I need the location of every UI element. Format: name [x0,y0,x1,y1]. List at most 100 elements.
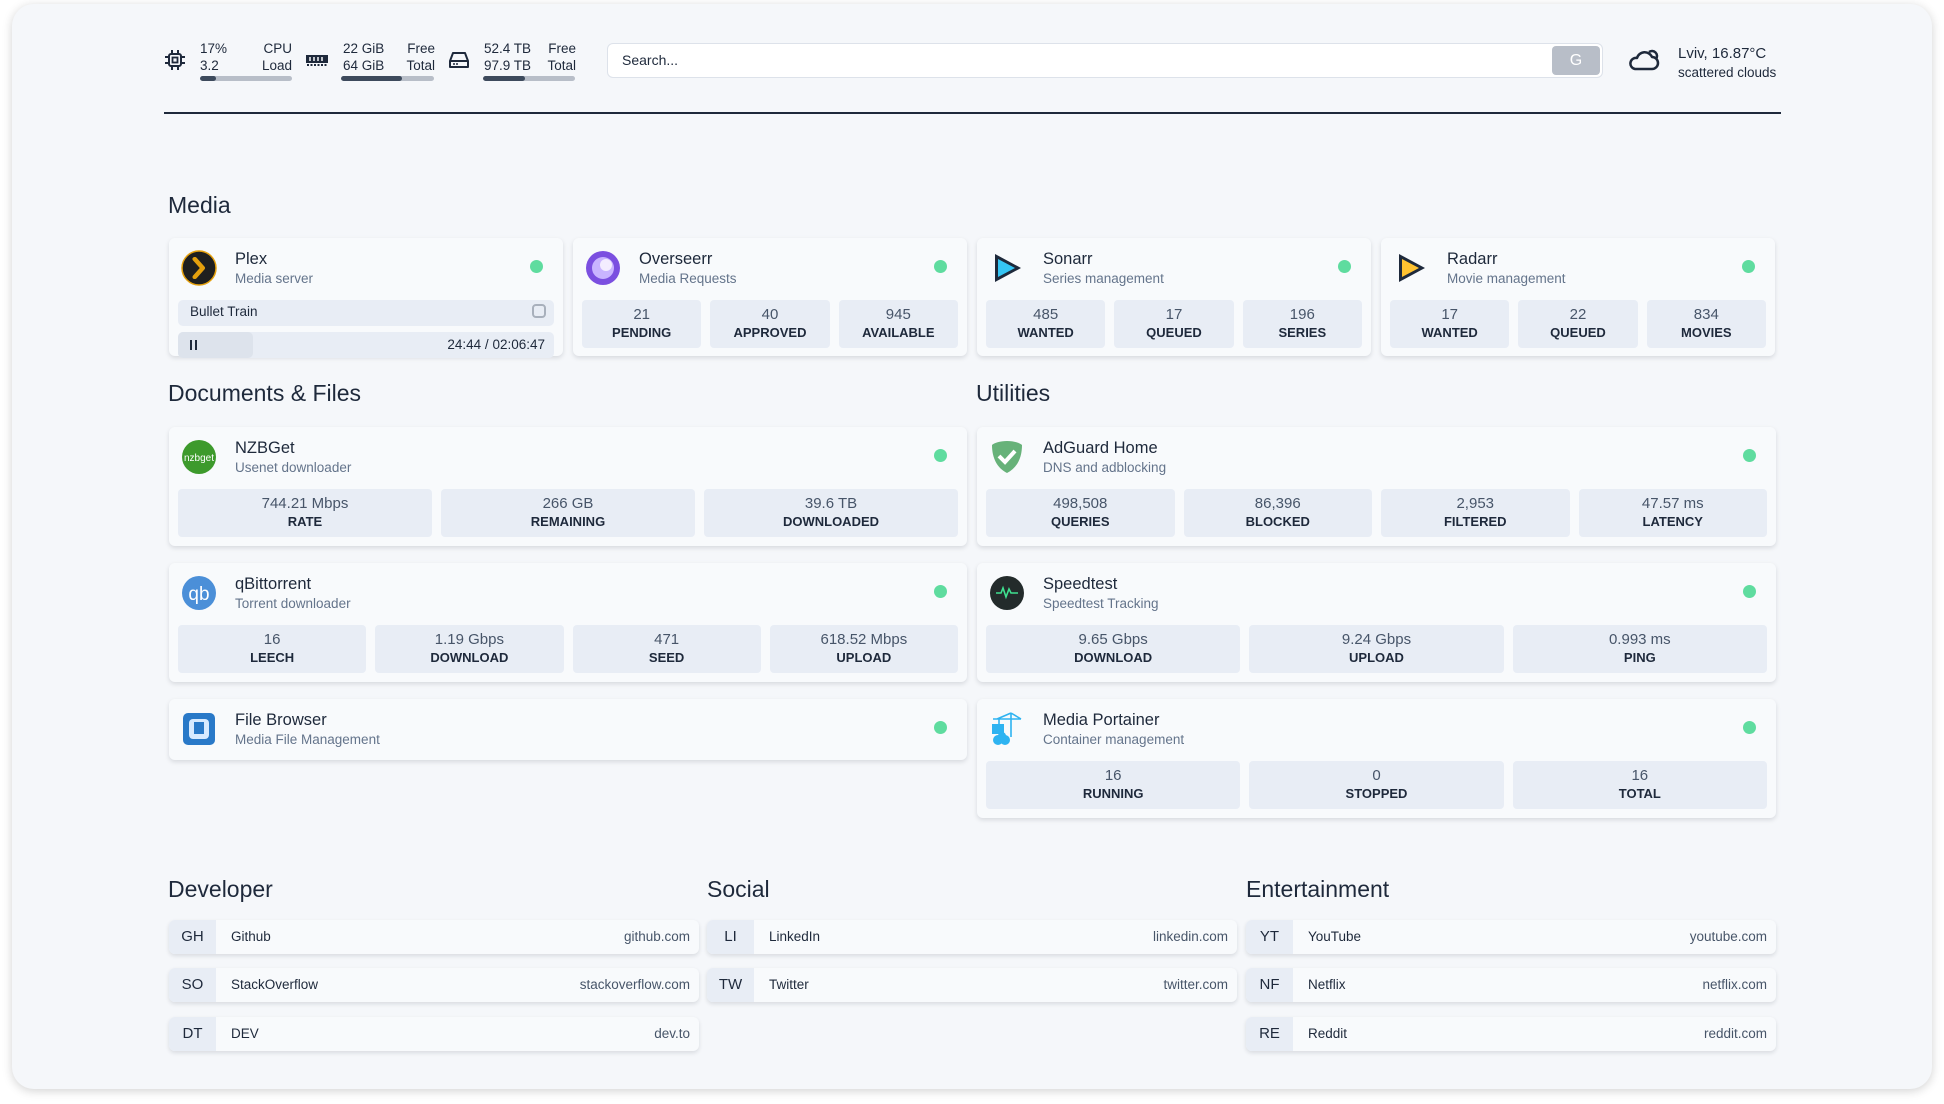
service-name: Plex [235,250,268,268]
bookmark-url[interactable]: github.com [623,929,690,944]
stat-label: SERIES [1278,325,1327,340]
svg-text:qb: qb [188,584,209,605]
cpu-bar [200,76,292,81]
playback-progress-row[interactable]: 24:44 / 02:06:47 [178,332,554,358]
stat-value: 17 [1165,306,1183,323]
portainer-icon [989,711,1025,747]
bookmark-url[interactable]: stackoverflow.com [579,977,690,992]
bookmark-url[interactable]: twitter.com [1163,977,1228,992]
service-card-sonarr[interactable]: Sonarr Series management 485 WANTED 17 QUEUED… [977,238,1371,356]
search-box: G [607,43,1603,78]
plex-icon [181,250,217,286]
stat-label: WANTED [1017,325,1074,340]
svg-text:nzbget: nzbget [184,453,214,464]
speedtest-icon [989,575,1025,611]
service-card-qbittorrent[interactable]: qb qBittorrent Torrent downloader 16 LEECH 1.… [169,563,967,682]
bookmark-reddit[interactable]: RE Reddit reddit.com [1246,1017,1776,1051]
status-indicator [1743,721,1756,734]
time-separator: / [481,337,493,352]
service-description: Media server [235,271,314,286]
stat-value: 485 [1033,306,1059,323]
stat-block: 16 LEECH [178,625,367,673]
qbittorrent-icon: qb [181,575,217,611]
section-title-entertainment: Entertainment [1246,876,1390,902]
free-label: Free [407,41,435,56]
bookmark-linkedin[interactable]: LI LinkedIn linkedin.com [707,920,1237,954]
stat-value: 47.57 ms [1641,495,1704,512]
service-card-overseerr[interactable]: Overseerr Media Requests 21 PENDING 40 APPROV… [573,238,967,356]
service-name: File Browser [235,711,327,729]
settings-icon[interactable] [532,304,546,318]
service-card-media-portainer[interactable]: Media Portainer Container management 16 RUN… [977,699,1776,818]
bookmark-youtube[interactable]: YT YouTube youtube.com [1246,920,1776,954]
service-name: Speedtest [1043,575,1118,593]
memory-bar [341,76,434,81]
stat-block: 9.24 Gbps UPLOAD [1249,625,1504,673]
bookmark-abbreviation: TW [707,968,754,1002]
section-title-media: Media [168,192,231,218]
stat-block: 21 PENDING [582,300,702,348]
status-indicator [934,449,947,462]
bookmark-stackoverflow[interactable]: SO StackOverflow stackoverflow.com [169,968,699,1002]
cpu-stats: 17% 3.2 CPU Load [200,40,292,74]
stat-label: DOWNLOAD [1074,650,1153,665]
service-card-speedtest[interactable]: Speedtest Speedtest Tracking 9.65 Gbps DOWN… [977,563,1776,682]
stat-label: QUEUED [1550,325,1606,340]
bookmark-abbreviation: YT [1246,920,1293,954]
stat-label: APPROVED [733,325,807,340]
service-card-plex[interactable]: Plex Media server Bullet Train 24:44 / 02:0… [169,238,563,358]
service-description: Usenet downloader [235,460,352,475]
stat-block: 0 STOPPED [1249,761,1504,809]
stat-block: 471 SEED [572,625,761,673]
now-playing-title-row: Bullet Train [178,300,554,326]
bookmark-url[interactable]: dev.to [654,1026,690,1041]
service-description: Container management [1043,732,1185,747]
service-card-adguard-home[interactable]: AdGuard Home DNS and adblocking 498,508 QUE… [977,427,1776,546]
bookmark-abbreviation: DT [169,1017,216,1051]
stat-label: DOWNLOADED [782,514,880,529]
service-card-radarr[interactable]: Radarr Movie management 17 WANTED 22 QUEUED 83… [1381,238,1775,356]
stat-value: 0 [1372,767,1381,784]
bookmark-netflix[interactable]: NF Netflix netflix.com [1246,968,1776,1002]
status-indicator [1743,449,1756,462]
memory-free: 22 GiB [343,41,385,56]
search-input[interactable] [622,52,1522,68]
stat-label: UPLOAD [836,650,892,665]
stat-value: 39.6 TB [804,495,858,512]
bookmark-twitter[interactable]: TW Twitter twitter.com [707,968,1237,1002]
stat-block: 39.6 TB DOWNLOADED [704,489,958,537]
service-name: NZBGet [235,439,295,457]
stat-block: 498,508 QUERIES [986,489,1175,537]
weather-temperature: Lviv, 16.87°C [1678,45,1767,62]
header-divider [164,112,1781,114]
stat-label: MOVIES [1681,325,1732,340]
service-stats: 744.21 Mbps RATE 266 GB REMAINING 39.6 TB DOW… [178,489,958,537]
service-stats: 16 RUNNING 0 STOPPED 16 TOTAL [986,761,1767,809]
search-button[interactable]: G [1552,46,1600,75]
section-title-social: Social [707,876,770,902]
bookmark-name: DEV [231,1026,259,1041]
status-indicator [934,585,947,598]
bookmark-github[interactable]: GH Github github.com [169,920,699,954]
bookmark-url[interactable]: netflix.com [1702,977,1767,992]
service-card-file-browser[interactable]: File Browser Media File Management [169,699,967,760]
pause-icon[interactable] [190,340,197,350]
load-label: Load [261,58,292,73]
service-stats: 9.65 Gbps DOWNLOAD 9.24 Gbps UPLOAD 0.993 ms… [986,625,1767,673]
playback-duration: 02:06:47 [492,337,545,352]
stat-value: 16 [1631,767,1649,784]
stat-value: 196 [1289,306,1315,323]
weather-widget: Lviv, 16.87°C scattered clouds [1678,44,1776,82]
nzbget-icon: nzbget [181,439,217,475]
service-name: Media Portainer [1043,711,1160,729]
bookmark-url[interactable]: linkedin.com [1152,929,1228,944]
bookmark-url[interactable]: reddit.com [1703,1026,1767,1041]
adguard-icon [989,439,1025,475]
stat-value: 86,396 [1254,495,1301,512]
service-card-nzbget[interactable]: nzbget NZBGet Usenet downloader 744.21 Mbps… [169,427,967,546]
bookmark-name: Reddit [1308,1026,1348,1041]
stat-block: 47.57 ms LATENCY [1578,489,1767,537]
bookmark-dev[interactable]: DT DEV dev.to [169,1017,699,1051]
bookmark-url[interactable]: youtube.com [1689,929,1767,944]
stat-label: PENDING [612,325,672,340]
